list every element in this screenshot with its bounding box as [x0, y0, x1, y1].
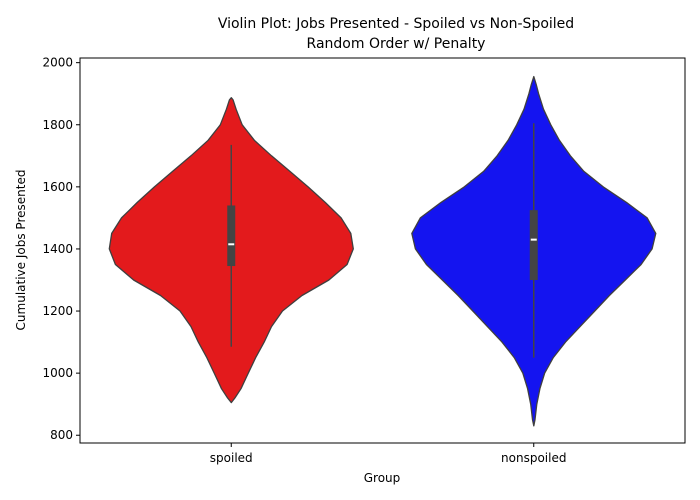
chart-title-line1: Violin Plot: Jobs Presented - Spoiled vs… — [218, 16, 574, 32]
x-tick-label-nonspoiled: nonspoiled — [501, 451, 566, 465]
y-tick-label-1000: 1000 — [42, 366, 73, 380]
y-tick-label-2000: 2000 — [42, 56, 73, 70]
y-tick-label-1200: 1200 — [42, 304, 73, 318]
y-axis-label: Cumulative Jobs Presented — [14, 170, 28, 331]
iqr-box-nonspoiled — [529, 210, 538, 280]
y-tick-label-1600: 1600 — [42, 180, 73, 194]
x-axis-label: Group — [364, 471, 401, 485]
y-tick-label-1800: 1800 — [42, 118, 73, 132]
iqr-box-spoiled — [227, 205, 236, 267]
y-axis: 800 1000 1200 1400 1600 1800 2000 — [42, 56, 80, 442]
violin-group — [108, 75, 657, 427]
x-tick-label-spoiled: spoiled — [210, 451, 253, 465]
y-tick-label-1400: 1400 — [42, 242, 73, 256]
y-tick-label-800: 800 — [50, 428, 73, 442]
chart-title-line2: Random Order w/ Penalty — [307, 36, 486, 52]
x-axis: spoiled nonspoiled — [210, 443, 566, 465]
plot-frame — [79, 57, 686, 444]
